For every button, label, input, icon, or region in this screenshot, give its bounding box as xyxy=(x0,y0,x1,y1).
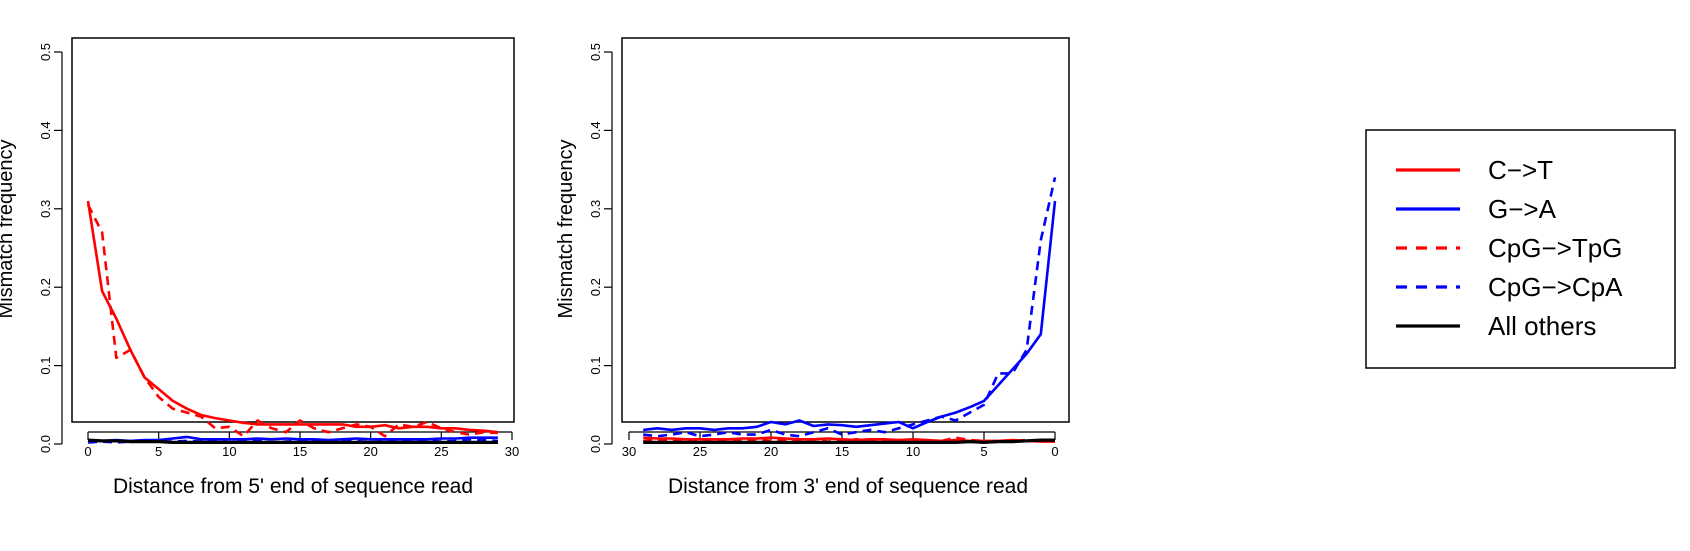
x-tick-label: 15 xyxy=(293,444,307,459)
x-tick-label: 25 xyxy=(434,444,448,459)
y-tick-label: 0.2 xyxy=(588,278,603,296)
x-tick-label: 5 xyxy=(980,444,987,459)
y-tick-label: 0.0 xyxy=(38,435,53,453)
x-tick-label: 25 xyxy=(693,444,707,459)
y-tick-label: 0.3 xyxy=(588,200,603,218)
legend-label: G−>A xyxy=(1488,194,1557,224)
x-tick-label: 30 xyxy=(505,444,519,459)
x-tick-label: 15 xyxy=(835,444,849,459)
y-tick-label: 0.5 xyxy=(588,43,603,61)
series-line-c-t xyxy=(86,200,499,434)
legend-label: All others xyxy=(1488,311,1596,341)
series-line-all-others xyxy=(643,438,1055,444)
y-tick-label: 0.2 xyxy=(38,278,53,296)
series-line-cpg-cpa xyxy=(643,177,1057,438)
panel-3prime: 30 25 20 15 10 5 0 Distance from 3' end of sequ… xyxy=(555,37,1070,498)
x-axis-label: Distance from 5' end of sequence read xyxy=(113,475,473,498)
y-tick-label: 0.5 xyxy=(38,43,53,61)
y-tick-label: 0.0 xyxy=(588,435,603,453)
legend-label: CpG−>TpG xyxy=(1488,233,1622,263)
series-line-cpg-tpg xyxy=(86,204,498,438)
legend-label: C−>T xyxy=(1488,155,1553,185)
y-axis-label: Mismatch frequency xyxy=(555,140,577,319)
x-tick-label: 10 xyxy=(222,444,236,459)
y-tick-label: 0.4 xyxy=(588,121,603,139)
x-tick-label: 20 xyxy=(764,444,778,459)
plot-frame xyxy=(621,37,1070,423)
y-tick-label: 0.1 xyxy=(588,357,603,375)
x-tick-label: 10 xyxy=(906,444,920,459)
x-axis-label: Distance from 3' end of sequence read xyxy=(668,475,1028,498)
legend-label: CpG−>CpA xyxy=(1488,272,1623,302)
panel-5prime: 0 5 10 15 20 25 30 Distance from 5' end of sequ… xyxy=(0,37,519,498)
x-tick-label: 0 xyxy=(84,444,91,459)
y-tick-label: 0.3 xyxy=(38,200,53,218)
plot-frame xyxy=(71,37,515,423)
series-line-all-others xyxy=(87,438,498,444)
x-tick-label: 5 xyxy=(155,444,162,459)
y-tick-label: 0.1 xyxy=(38,357,53,375)
legend: C−>T G−>A CpG−>TpG CpG−>CpA All others xyxy=(1365,129,1676,369)
y-tick-label: 0.4 xyxy=(38,121,53,139)
x-tick-label: 0 xyxy=(1051,444,1058,459)
x-tick-label: 20 xyxy=(363,444,377,459)
x-tick-label: 30 xyxy=(622,444,636,459)
series-line-g-a xyxy=(643,200,1057,432)
y-axis-label: Mismatch frequency xyxy=(0,140,17,319)
